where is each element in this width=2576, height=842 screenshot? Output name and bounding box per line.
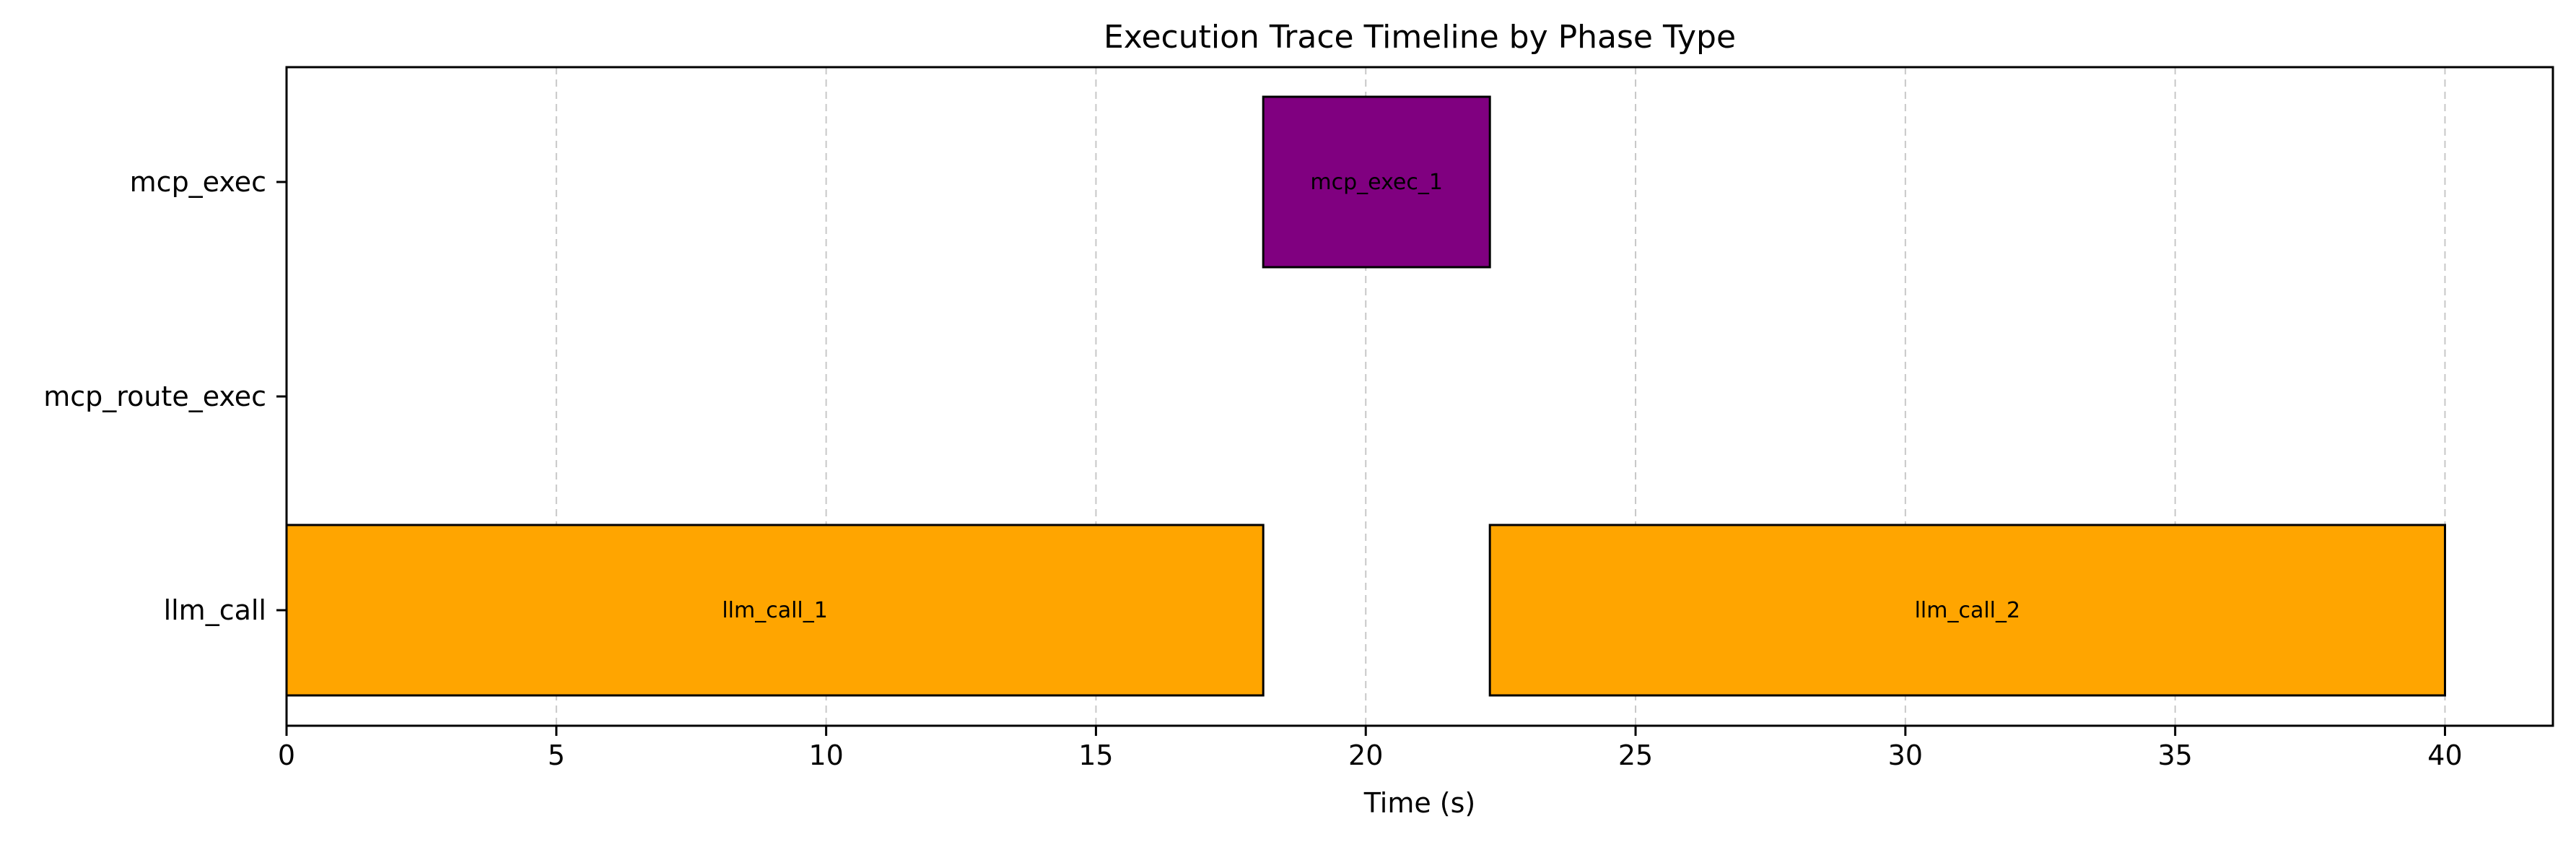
bar-label: llm_call_1: [722, 598, 828, 623]
timeline-bar: [1262, 95, 1491, 269]
y-tick-label: mcp_route_exec: [43, 381, 266, 412]
x-tick-label: 30: [1888, 739, 1923, 771]
x-tick-label: 5: [548, 739, 565, 771]
chart-title: Execution Trace Timeline by Phase Type: [1104, 19, 1736, 56]
y-tick-label: llm_call: [164, 594, 266, 626]
x-tick-label: 25: [1618, 739, 1653, 771]
bar-label: mcp_exec_1: [1310, 170, 1443, 195]
x-axis-label: Time (s): [1363, 787, 1476, 819]
x-tick-label: 35: [2157, 739, 2192, 771]
x-tick-label: 20: [1348, 739, 1383, 771]
bar-label: llm_call_2: [1915, 598, 2021, 623]
x-tick-label: 15: [1078, 739, 1113, 771]
x-tick-label: 10: [808, 739, 843, 771]
x-tick-label: 40: [2427, 739, 2462, 771]
y-tick-label: mcp_exec: [130, 166, 266, 198]
timeline-bar: [285, 524, 1265, 697]
x-tick-label: 0: [278, 739, 295, 771]
timeline-bar: [1488, 524, 2446, 697]
